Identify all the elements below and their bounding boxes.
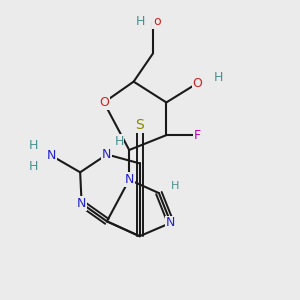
Text: H: H <box>29 139 38 152</box>
Text: O: O <box>193 76 202 90</box>
Text: o: o <box>153 15 160 28</box>
Text: H: H <box>29 160 38 173</box>
Text: H: H <box>114 135 124 148</box>
Text: N: N <box>166 216 176 229</box>
Text: N: N <box>77 197 86 210</box>
Text: H: H <box>171 181 179 191</box>
Text: N: N <box>124 173 134 186</box>
Text: H: H <box>214 71 223 84</box>
Text: F: F <box>194 129 201 142</box>
Text: S: S <box>135 118 144 132</box>
Text: N: N <box>102 148 112 161</box>
Text: N: N <box>47 149 57 162</box>
Text: H: H <box>136 15 146 28</box>
Text: O: O <box>99 96 109 109</box>
